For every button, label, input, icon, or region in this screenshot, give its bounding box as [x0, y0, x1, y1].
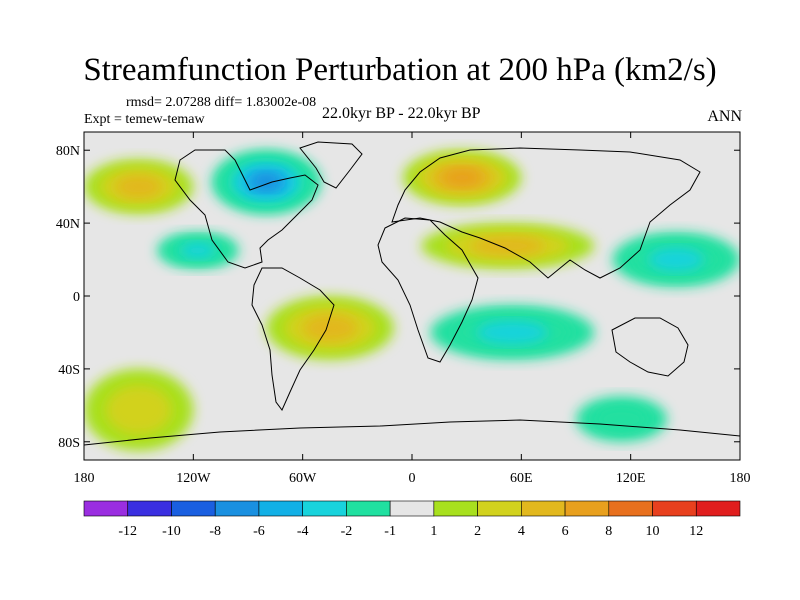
x-tick-label: 180 — [74, 471, 95, 486]
colorbar-label: -12 — [118, 524, 137, 539]
colorbar-label: -8 — [209, 524, 221, 539]
colorbar-swatch — [389, 500, 435, 517]
anomaly-contour — [470, 236, 545, 256]
colorbar-label: 1 — [430, 524, 437, 539]
chart-title: Streamfunction Perturbation at 200 hPa (… — [83, 52, 717, 88]
colorbar-swatch — [127, 500, 172, 517]
y-tick-label: 40N — [56, 217, 80, 232]
colorbar-label: 6 — [562, 524, 569, 539]
colorbar-swatch — [695, 500, 741, 517]
y-tick-label: 80S — [58, 436, 80, 451]
anomaly-southern-ocean-low — [576, 396, 668, 442]
anomaly-contour — [648, 247, 704, 272]
coast-north-america — [174, 149, 319, 269]
anomaly-north-pacific-west-high — [84, 159, 194, 215]
y-tick-label: 40S — [58, 363, 80, 378]
season-label: ANN — [707, 108, 742, 125]
anomaly-contour — [115, 174, 163, 199]
y-tick-label: 80N — [56, 144, 80, 159]
x-tick-label: 0 — [409, 471, 416, 486]
anomaly-north-america-low — [211, 150, 321, 214]
colorbar-swatch — [302, 500, 347, 517]
coast-eurasia — [391, 147, 701, 279]
colorbar-swatch — [346, 500, 391, 517]
colorbar-swatch — [521, 500, 566, 517]
colorbar-swatch — [477, 500, 522, 517]
colorbar-label: -2 — [341, 524, 353, 539]
coast-greenland — [299, 141, 363, 189]
anomaly-contour — [105, 385, 172, 435]
anomaly-north-atlantic-pacific-low — [156, 232, 239, 269]
stats-text: rmsd= 2.07288 diff= 1.83002e-08 — [126, 95, 317, 110]
anomaly-south-pacific-high — [84, 368, 194, 451]
coast-africa — [377, 217, 479, 363]
coast-antarctica — [84, 419, 740, 446]
anomaly-asia-subtropical-high — [421, 223, 595, 269]
colorbar-swatch — [83, 500, 129, 517]
anomaly-south-atlantic-high — [266, 296, 394, 360]
colorbar-swatch — [652, 500, 697, 517]
coast-south-america — [251, 267, 335, 411]
anomaly-contour — [594, 405, 649, 433]
anomaly-field — [84, 150, 740, 451]
y-tick-label: 0 — [73, 290, 80, 305]
x-tick-label: 60E — [510, 471, 533, 486]
colorbar-swatch — [564, 500, 610, 517]
colorbar-label: 12 — [689, 524, 703, 539]
x-tick-label: 180 — [730, 471, 751, 486]
colorbar-label: 8 — [605, 524, 612, 539]
anomaly-europe-high — [402, 150, 522, 205]
colorbar: -12 -10 -8 -6 -4 -2 -1 1 2 4 6 8 10 12 — [83, 500, 741, 539]
colorbar-label: 10 — [646, 524, 660, 539]
anomaly-contour — [477, 320, 548, 345]
coastlines — [84, 141, 740, 446]
colorbar-label: 2 — [474, 524, 481, 539]
colorbar-label: -10 — [162, 524, 181, 539]
x-tick-label: 120W — [176, 471, 211, 486]
colorbar-swatch — [214, 500, 260, 517]
anomaly-indian-ocean-low — [430, 305, 595, 360]
colorbar-swatch — [258, 500, 303, 517]
colorbar-swatch — [433, 500, 478, 517]
x-tick-label: 120E — [616, 471, 646, 486]
anomaly-contour — [180, 242, 216, 259]
anomaly-contour — [442, 168, 482, 187]
colorbar-label: 4 — [518, 524, 525, 539]
colorbar-swatch — [171, 500, 216, 517]
anomaly-west-pacific-low — [612, 232, 740, 287]
x-tick-label: 60W — [289, 471, 317, 486]
colorbar-label: -6 — [253, 524, 265, 539]
y-axis: 80N 40N 0 40S 80S — [56, 144, 740, 451]
anomaly-contour — [302, 314, 358, 342]
colorbar-label: -4 — [297, 524, 309, 539]
period-label: 22.0kyr BP - 22.0kyr BP — [322, 105, 481, 122]
experiment-label: Expt = temew-temaw — [84, 112, 205, 127]
colorbar-swatch — [608, 500, 653, 517]
colorbar-label: -1 — [384, 524, 396, 539]
coast-australia — [611, 317, 689, 377]
x-axis: 180 120W 60W 0 60E 120E 180 — [74, 132, 751, 486]
